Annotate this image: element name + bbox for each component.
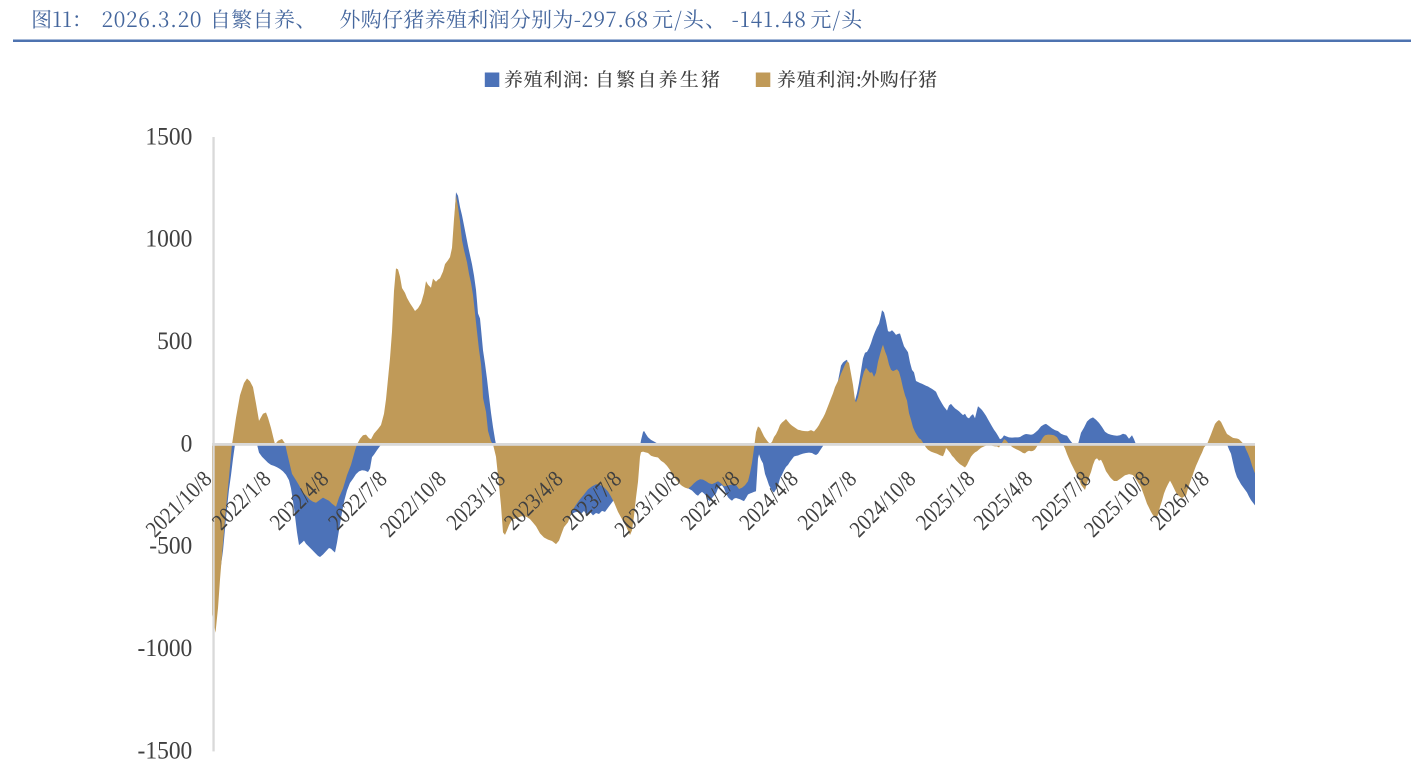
svg-text:1500: 1500 (145, 123, 192, 151)
svg-text:-1000: -1000 (138, 634, 193, 662)
svg-text:0: 0 (181, 430, 193, 458)
svg-text:-1500: -1500 (138, 737, 193, 765)
svg-text:500: 500 (157, 327, 192, 355)
svg-text:1000: 1000 (145, 225, 192, 253)
svg-text:-500: -500 (149, 532, 192, 560)
